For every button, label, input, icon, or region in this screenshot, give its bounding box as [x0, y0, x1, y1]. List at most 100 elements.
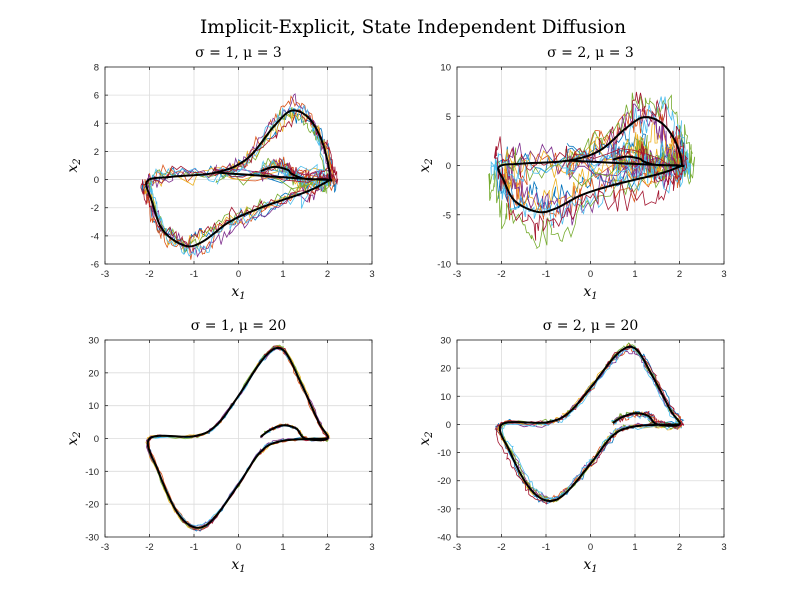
y-tick-label: -20: [85, 500, 99, 511]
y-axis-label-sub: 2: [72, 158, 83, 165]
sample-path-5: [488, 92, 696, 249]
x-tick-label: 3: [369, 269, 374, 280]
x-axis-label-sub: 1: [239, 564, 245, 575]
y-axis-label-sub: 2: [424, 158, 435, 165]
y-tick-label: 6: [94, 91, 99, 102]
y-tick-label: 0: [94, 175, 99, 186]
x-tick-label: -1: [190, 542, 198, 553]
y-tick-label: -30: [437, 504, 451, 515]
x-tick-label: -2: [497, 542, 505, 553]
y-tick-label: 0: [94, 434, 99, 445]
x-tick-label: 0: [588, 269, 593, 280]
y-axis-label-sub: 2: [72, 431, 83, 438]
y-tick-label: -10: [437, 448, 451, 459]
y-axis-label: x2: [65, 158, 83, 172]
x-axis-label-main: x: [583, 284, 591, 300]
x-axis-label: x1: [231, 284, 245, 302]
mean-path: [145, 109, 333, 248]
y-tick-label: 30: [88, 336, 99, 347]
x-tick-label: 2: [677, 269, 682, 280]
x-tick-label: -3: [453, 269, 461, 280]
y-tick-label: 30: [440, 336, 451, 347]
mean-path: [498, 345, 681, 502]
x-tick-label: 3: [369, 542, 374, 553]
x-axis-label-main: x: [583, 557, 591, 573]
y-axis-label: x2: [417, 158, 435, 172]
y-tick-label: -5: [443, 210, 451, 221]
y-tick-label: -10: [437, 260, 451, 271]
plot-area: [145, 344, 331, 532]
y-axis-label-main: x: [65, 165, 81, 173]
y-tick-label: 2: [94, 147, 99, 158]
figure-title: Implicit-Explicit, State Independent Dif…: [200, 17, 626, 38]
x-axis-label: x1: [583, 284, 597, 302]
x-tick-label: -3: [101, 269, 109, 280]
y-tick-label: -2: [91, 203, 99, 214]
subplot-title: σ = 2, μ = 20: [543, 318, 639, 334]
x-axis-label: x1: [583, 557, 597, 575]
x-axis-label-sub: 1: [591, 291, 597, 302]
y-tick-label: 0: [446, 161, 451, 172]
y-axis-label-main: x: [65, 438, 81, 446]
y-tick-label: -6: [91, 260, 99, 271]
x-tick-label: 3: [721, 269, 726, 280]
x-tick-label: -1: [190, 269, 198, 280]
x-axis-label-main: x: [231, 284, 239, 300]
y-tick-label: 5: [446, 112, 451, 123]
y-tick-label: -30: [85, 533, 99, 544]
x-axis-label-sub: 1: [239, 291, 245, 302]
x-tick-label: 1: [280, 269, 285, 280]
x-tick-label: -2: [145, 542, 153, 553]
x-axis-label-sub: 1: [591, 564, 597, 575]
x-tick-label: 2: [325, 542, 330, 553]
y-tick-label: 10: [440, 392, 451, 403]
x-axis-label-main: x: [231, 557, 239, 573]
y-axis-label: x2: [65, 431, 83, 445]
x-tick-label: -3: [101, 542, 109, 553]
y-axis-label: x2: [417, 431, 435, 445]
x-tick-label: 0: [236, 542, 241, 553]
y-tick-label: -4: [91, 231, 99, 242]
y-tick-label: -40: [437, 533, 451, 544]
sample-path-5: [147, 107, 330, 254]
subplot-title: σ = 1, μ = 3: [195, 45, 282, 61]
x-tick-label: 1: [632, 542, 637, 553]
y-tick-label: 4: [94, 119, 99, 130]
mean-path: [497, 116, 685, 214]
y-tick-label: 0: [446, 420, 451, 431]
subplot-title: σ = 1, μ = 20: [191, 318, 287, 334]
mean-path: [146, 346, 329, 529]
y-tick-label: -20: [437, 476, 451, 487]
y-axis-label-main: x: [417, 438, 433, 446]
x-tick-label: 0: [236, 269, 241, 280]
y-tick-label: 10: [440, 63, 451, 74]
y-tick-label: 20: [440, 364, 451, 375]
plot-area: [488, 91, 696, 249]
x-tick-label: -1: [542, 542, 550, 553]
y-tick-label: 20: [88, 368, 99, 379]
sample-path-6: [149, 104, 329, 257]
x-tick-label: 1: [280, 542, 285, 553]
plot-area: [494, 342, 685, 505]
x-tick-label: 1: [632, 269, 637, 280]
y-axis-label-main: x: [417, 165, 433, 173]
sample-path-7: [493, 91, 689, 241]
x-tick-label: -3: [453, 542, 461, 553]
sample-path-4: [507, 103, 676, 226]
x-tick-label: 0: [588, 542, 593, 553]
x-tick-label: 2: [325, 269, 330, 280]
x-axis-label: x1: [231, 557, 245, 575]
x-tick-label: -2: [497, 269, 505, 280]
y-tick-label: -10: [85, 467, 99, 478]
plot-area: [140, 93, 339, 260]
x-tick-label: -2: [145, 269, 153, 280]
subplot-title: σ = 2, μ = 3: [547, 45, 634, 61]
x-tick-label: 3: [721, 542, 726, 553]
y-tick-label: 8: [94, 63, 99, 74]
y-axis-label-sub: 2: [424, 431, 435, 438]
